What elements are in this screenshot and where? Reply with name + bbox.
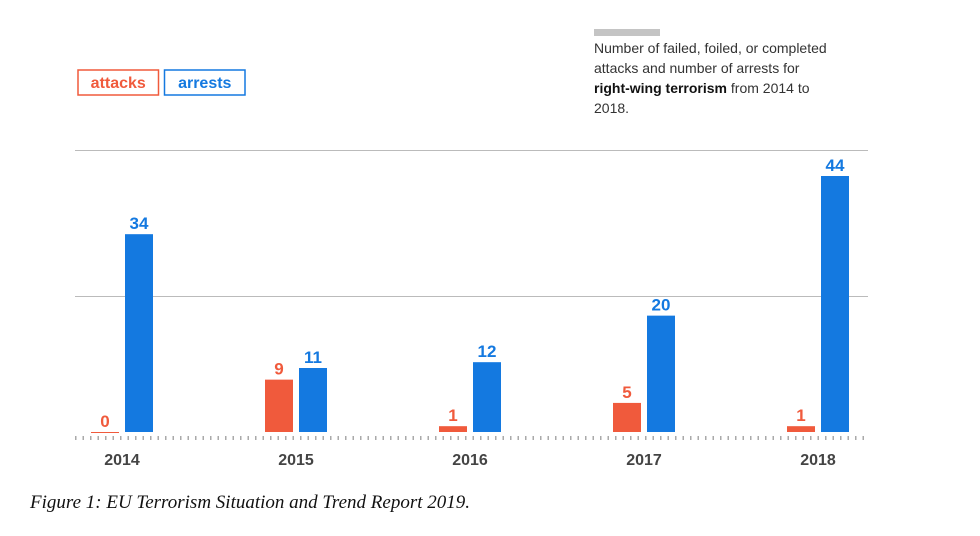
bar: [91, 432, 119, 433]
bar: [613, 402, 641, 432]
bar: [265, 379, 293, 432]
x-tick-label: 2016: [452, 452, 488, 469]
note-text: from 2014 to 2018.: [594, 80, 810, 116]
note: Number of failed, foiled, or completed a…: [594, 38, 839, 118]
bar: [125, 234, 153, 432]
x-tick-label: 2017: [626, 452, 662, 469]
value-label: 1: [448, 406, 457, 425]
x-tick-label: 2015: [278, 452, 314, 469]
bar: [473, 362, 501, 432]
legend-label: attacks: [91, 75, 146, 92]
bar: [787, 426, 815, 432]
note-bar: [594, 29, 660, 36]
x-tick-label: 2018: [800, 452, 836, 469]
bar: [439, 426, 467, 432]
caption: Figure 1: EU Terrorism Situation and Tre…: [30, 492, 471, 513]
value-label: 12: [478, 342, 497, 361]
note-bold: right-wing terrorism: [594, 80, 728, 96]
legend-label: arrests: [178, 75, 231, 92]
bar: [821, 176, 849, 432]
value-label: 20: [652, 296, 671, 315]
note-text: Number of failed, foiled, or completed a…: [594, 40, 827, 76]
value-label: 0: [100, 412, 109, 431]
bar: [647, 315, 675, 432]
value-label: 1: [796, 406, 805, 425]
value-label: 34: [130, 214, 149, 233]
bar: [299, 368, 327, 432]
value-label: 44: [826, 156, 845, 175]
x-tick-label: 2014: [104, 452, 140, 469]
value-label: 9: [274, 360, 283, 379]
value-label: 11: [304, 348, 322, 367]
legend-box: [77, 69, 160, 96]
value-label: 5: [622, 383, 631, 402]
legend-box: [163, 69, 246, 96]
